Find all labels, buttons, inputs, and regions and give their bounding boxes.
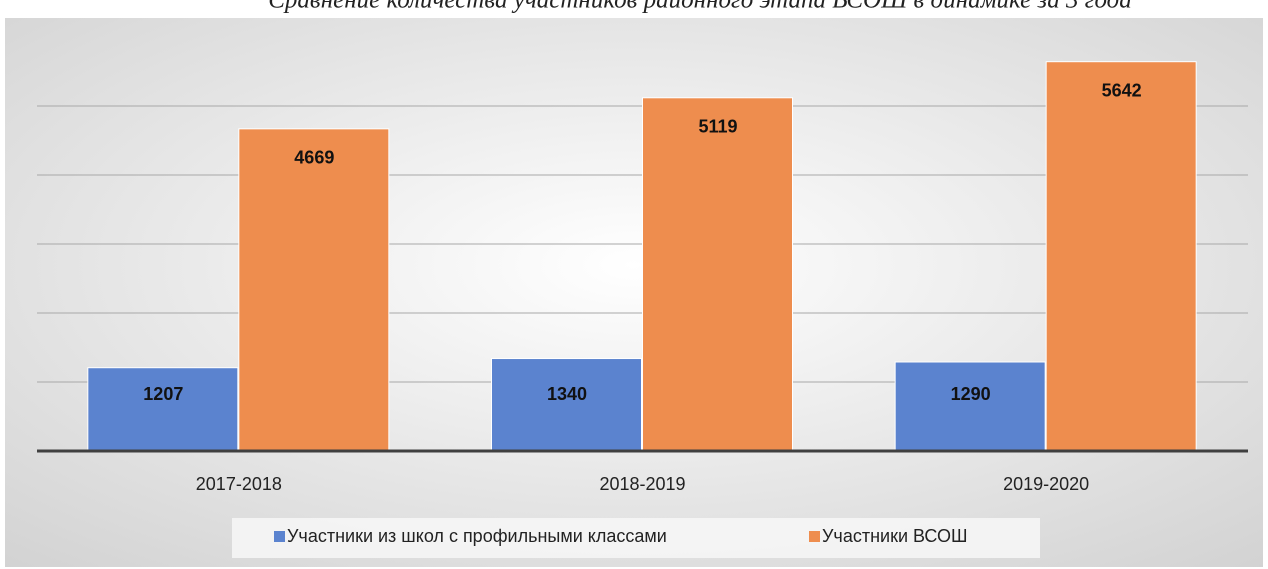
x-tick-label: 2019-2020 <box>1003 474 1089 494</box>
value-label: 1340 <box>547 384 587 404</box>
legend-swatch <box>274 531 285 542</box>
x-tick-label: 2017-2018 <box>196 474 282 494</box>
bar <box>238 128 390 452</box>
value-label: 1207 <box>143 384 183 404</box>
bar <box>642 97 793 452</box>
value-label: 5642 <box>1102 80 1142 100</box>
legend-label: Участники из школ с профильными классами <box>287 526 667 546</box>
value-label: 4669 <box>294 148 334 168</box>
bar <box>491 358 642 452</box>
bar <box>87 367 239 452</box>
x-tick-label: 2018-2019 <box>599 474 685 494</box>
value-label: 1290 <box>951 384 991 404</box>
chart-title: Сравнение количества участников районног… <box>268 0 1132 14</box>
legend-swatch <box>809 531 820 542</box>
legend-box <box>232 518 1040 558</box>
value-label: 5119 <box>698 117 737 137</box>
bar <box>1045 61 1197 452</box>
bar <box>894 361 1046 452</box>
legend-label: Участники ВСОШ <box>822 526 968 546</box>
